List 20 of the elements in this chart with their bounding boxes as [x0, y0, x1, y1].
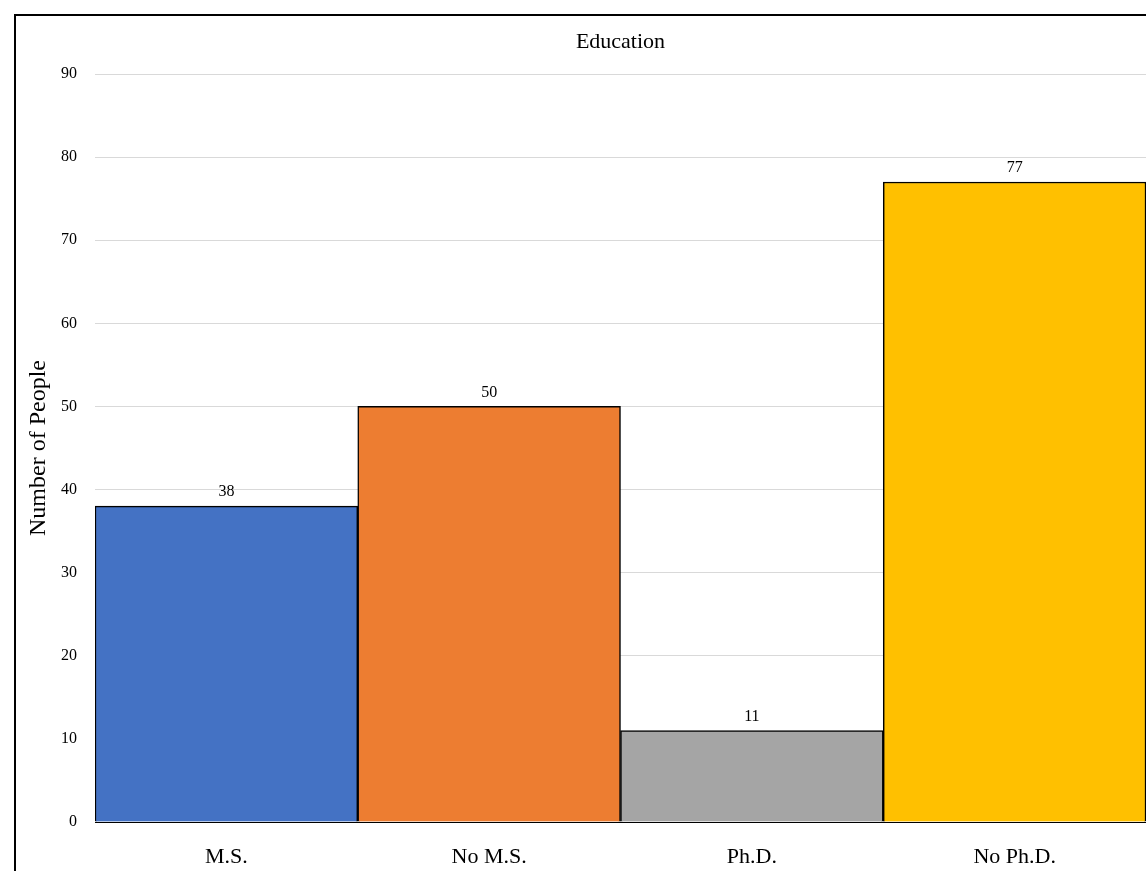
- y-tick-label: 50: [61, 396, 77, 414]
- data-label: 77: [1006, 158, 1023, 176]
- data-label: 11: [744, 706, 760, 724]
- y-tick-label: 30: [61, 562, 77, 580]
- y-tick-label: 40: [61, 479, 77, 497]
- y-tick-label: 0: [69, 812, 77, 830]
- y-tick-label: 20: [61, 645, 77, 663]
- data-label: 38: [218, 482, 235, 500]
- y-tick-label: 70: [61, 230, 77, 248]
- data-label: 50: [481, 382, 498, 400]
- y-tick-label: 60: [61, 313, 77, 331]
- x-tick-label: No Ph.D.: [973, 842, 1056, 868]
- y-axis-title: Number of People: [23, 360, 50, 536]
- chart-title: Education: [575, 27, 666, 53]
- x-tick-label: Ph.D.: [726, 842, 777, 868]
- y-tick-label: 10: [61, 729, 77, 747]
- x-tick-label: M.S.: [204, 842, 248, 868]
- y-tick-label: 80: [61, 147, 77, 165]
- x-tick-label: No M.S.: [451, 842, 527, 868]
- y-tick-label: 90: [61, 64, 77, 82]
